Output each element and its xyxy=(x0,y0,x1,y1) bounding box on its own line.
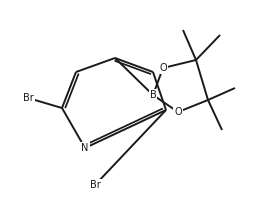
Text: N: N xyxy=(81,143,89,153)
Text: O: O xyxy=(159,63,167,73)
Text: Br: Br xyxy=(90,180,100,190)
Text: Br: Br xyxy=(23,93,33,103)
Text: O: O xyxy=(174,107,182,117)
Text: B: B xyxy=(150,90,156,100)
